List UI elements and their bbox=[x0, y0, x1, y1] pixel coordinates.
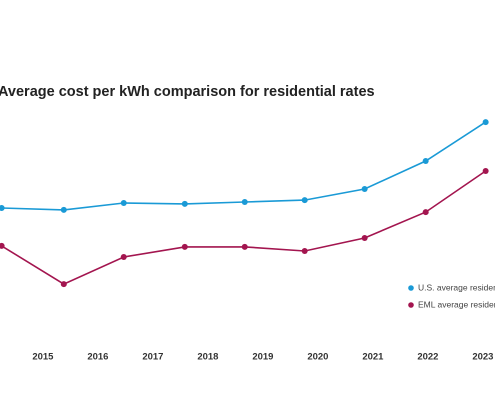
data-point bbox=[482, 119, 489, 126]
data-point bbox=[0, 242, 5, 249]
data-point bbox=[361, 235, 368, 241]
data-point bbox=[60, 281, 67, 288]
x-tick-label: 2023 bbox=[472, 352, 493, 363]
data-point bbox=[181, 243, 188, 250]
data-point bbox=[241, 199, 248, 205]
x-tick-label: 2016 bbox=[87, 352, 108, 363]
data-point bbox=[0, 205, 5, 211]
series-line bbox=[1, 170, 487, 286]
data-point bbox=[120, 199, 127, 206]
series-line bbox=[1, 121, 487, 211]
data-point bbox=[361, 186, 368, 193]
chart-title: Average cost per kWh comparison for resi… bbox=[0, 84, 375, 100]
data-point bbox=[241, 243, 248, 250]
x-tick-label: 2018 bbox=[197, 352, 218, 363]
legend-label: U.S. average resident bbox=[418, 282, 495, 292]
data-point bbox=[301, 197, 308, 204]
x-tick-label: 2015 bbox=[32, 352, 54, 363]
data-point bbox=[60, 206, 67, 213]
legend-marker bbox=[408, 285, 414, 291]
data-point bbox=[181, 200, 188, 207]
x-tick-label: 2022 bbox=[417, 352, 438, 363]
x-tick-label: 2020 bbox=[307, 352, 328, 363]
x-tick-label: 2019 bbox=[252, 352, 273, 363]
legend-label: EML average resident bbox=[418, 299, 495, 309]
legend-marker bbox=[408, 302, 414, 308]
data-point bbox=[120, 253, 127, 260]
data-point bbox=[422, 209, 429, 216]
x-tick-label: 2021 bbox=[362, 352, 384, 363]
x-tick-label: 2017 bbox=[142, 352, 163, 363]
data-point bbox=[482, 168, 489, 175]
data-point bbox=[301, 247, 308, 254]
data-point bbox=[422, 157, 429, 164]
